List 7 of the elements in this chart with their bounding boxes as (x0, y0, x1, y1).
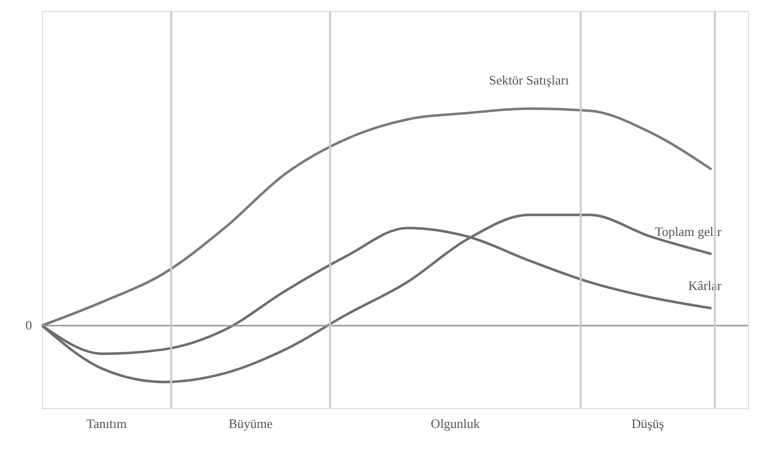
text: Düşüş (631, 416, 664, 431)
text: Büyüme (228, 416, 273, 431)
text: Tanıtım (86, 416, 127, 431)
text: Olgunluk (430, 416, 480, 431)
series-label: Sektör Satışları (489, 72, 570, 88)
ref-line-label: 0 (26, 318, 32, 333)
series-label: Kârlar (688, 278, 722, 294)
